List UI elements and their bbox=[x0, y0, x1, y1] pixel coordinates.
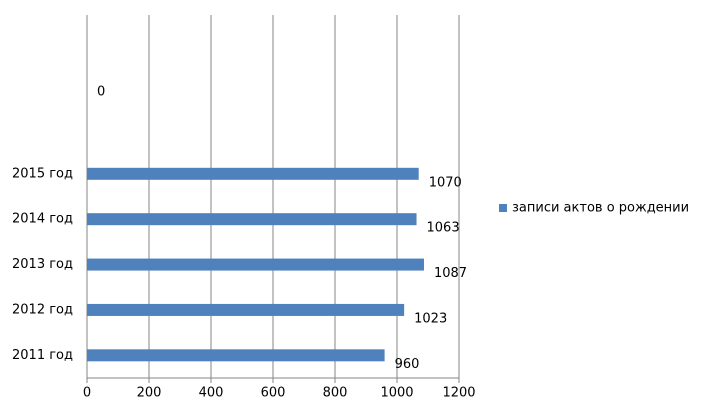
x-tick-label: 0 bbox=[83, 386, 91, 401]
y-tick-label: 2015 год bbox=[12, 166, 73, 181]
x-tick-label: 400 bbox=[199, 386, 224, 401]
y-tick-label: 2012 год bbox=[12, 302, 73, 317]
data-label: 1023 bbox=[414, 311, 447, 326]
x-tick-label: 800 bbox=[323, 386, 348, 401]
bar bbox=[87, 349, 385, 362]
legend-swatch bbox=[499, 204, 507, 212]
data-label: 1087 bbox=[434, 266, 467, 281]
x-tick-label: 200 bbox=[137, 386, 162, 401]
data-label: 0 bbox=[97, 85, 105, 100]
bar bbox=[87, 213, 417, 226]
y-tick-label: 2011 год bbox=[12, 348, 73, 363]
x-tick-label: 1200 bbox=[442, 386, 475, 401]
bar bbox=[87, 258, 424, 271]
bar bbox=[87, 167, 419, 180]
data-label: 960 bbox=[395, 357, 420, 372]
legend-label: записи актов о рождении bbox=[512, 201, 689, 216]
data-label: 1070 bbox=[429, 175, 462, 190]
y-tick-label: 2014 год bbox=[12, 212, 73, 227]
data-label: 1063 bbox=[427, 221, 460, 236]
x-tick-label: 1000 bbox=[380, 386, 413, 401]
x-tick-label: 600 bbox=[261, 386, 286, 401]
bar bbox=[87, 303, 405, 316]
y-tick-label: 2013 год bbox=[12, 257, 73, 272]
